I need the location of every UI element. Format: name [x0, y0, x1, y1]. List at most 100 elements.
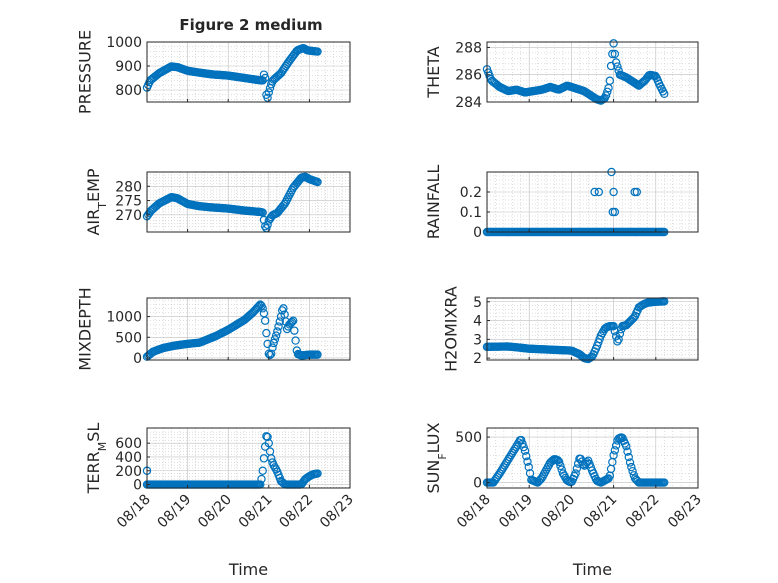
y-tick-label: 280 [115, 179, 142, 195]
data-point [269, 461, 278, 470]
data-point [495, 469, 504, 478]
data-point [622, 441, 631, 451]
y-tick-label: 400 [115, 450, 142, 466]
data-point [520, 446, 530, 455]
axes-frame [146, 297, 351, 361]
data-point [313, 350, 322, 359]
data-point [632, 187, 642, 197]
data-point [609, 451, 618, 460]
data-point [280, 199, 289, 209]
subplot-rainfall: 0 0.1 0.2 RAINFALL [424, 165, 699, 241]
data-point [496, 467, 506, 476]
data-point [287, 317, 297, 327]
data-point [610, 49, 620, 59]
y-axis-label-part: SUN [424, 460, 443, 494]
data-point [503, 456, 512, 466]
data-point [609, 39, 618, 48]
data-point [499, 463, 508, 472]
y-axis-label-part: TERR [84, 451, 103, 494]
data-point [571, 469, 580, 478]
data-point [265, 350, 275, 360]
y-tick-label: 288 [455, 40, 482, 56]
y-tick-label: 275 [115, 194, 142, 210]
data-point [291, 336, 300, 345]
y-axis-label-part: SL [84, 423, 103, 442]
data-point [625, 458, 635, 467]
y-axis-label: RAINFALL [424, 165, 443, 240]
subplot-pressure: 800 900 1000 PRESSURE [76, 30, 351, 114]
data-point [313, 177, 322, 187]
subplot-theta: 284 286 288 THETA [424, 39, 699, 111]
data-point [611, 58, 621, 67]
y-axis-label: TERRMSL [84, 423, 109, 495]
data-point [509, 446, 518, 456]
data-point [260, 316, 270, 325]
plot-area [487, 172, 698, 232]
y-axis-label-part: AIR [84, 209, 103, 236]
data-point [506, 450, 516, 460]
data-point [263, 432, 272, 442]
data-point [608, 49, 617, 59]
data-point [519, 442, 528, 452]
data-point [270, 463, 280, 472]
data-point [627, 462, 636, 472]
x-axis-label: Time [228, 560, 268, 579]
data-point [270, 335, 280, 344]
data-point [660, 89, 669, 99]
y-tick-label: 0 [133, 478, 142, 494]
data-point [258, 466, 267, 475]
y-tick-label: 284 [455, 95, 482, 111]
data-point [554, 457, 564, 467]
y-axis-label: SUNFLUX [424, 422, 449, 493]
y-tick-label: 0 [473, 225, 482, 241]
data-point [613, 62, 622, 71]
data-point [605, 76, 615, 85]
y-tick-label: 900 [115, 59, 142, 75]
axes-frame [486, 171, 699, 233]
y-tick-label: 0.2 [460, 185, 482, 201]
data-point [610, 207, 620, 217]
data-point [273, 327, 282, 336]
data-point [522, 451, 531, 461]
data-point [610, 446, 620, 455]
plot-area [147, 428, 350, 488]
y-axis-label-part: LUX [424, 422, 443, 453]
data-point [614, 335, 623, 344]
y-tick-label: 1000 [106, 310, 142, 326]
data-point [623, 447, 632, 456]
data-point [253, 302, 263, 312]
axes-frame [146, 41, 351, 103]
data-point [263, 93, 272, 103]
data-point [603, 87, 612, 96]
data-point [516, 435, 526, 445]
y-axis-label: AIRTEMP [84, 168, 109, 235]
y-tick-label: 286 [455, 68, 482, 84]
data-point [267, 349, 276, 358]
y-tick-label: 4 [473, 314, 482, 330]
y-tick-label: 800 [115, 83, 142, 99]
data-point [624, 452, 633, 462]
data-point [572, 464, 582, 473]
data-point [260, 73, 270, 83]
data-point [510, 444, 520, 454]
y-axis-label: PRESSURE [76, 30, 95, 114]
data-point [271, 331, 281, 340]
data-point [601, 91, 611, 100]
y-axis-label: H2OMIXRA [441, 286, 460, 372]
data-point [523, 457, 532, 466]
data-point [505, 452, 514, 462]
axes-frame [486, 41, 699, 103]
data-point [594, 187, 604, 197]
data-point [264, 438, 273, 448]
axes-frame [486, 297, 699, 361]
x-axis-label: Time [572, 560, 612, 579]
data-point [590, 187, 599, 197]
y-axis-label-subscript: T [96, 202, 109, 210]
data-point [258, 76, 267, 85]
y-axis-label-subscript: M [96, 442, 109, 452]
data-point [508, 448, 517, 458]
data-point [279, 304, 288, 313]
data-point [274, 322, 283, 331]
y-axis-label: THETA [424, 46, 443, 98]
